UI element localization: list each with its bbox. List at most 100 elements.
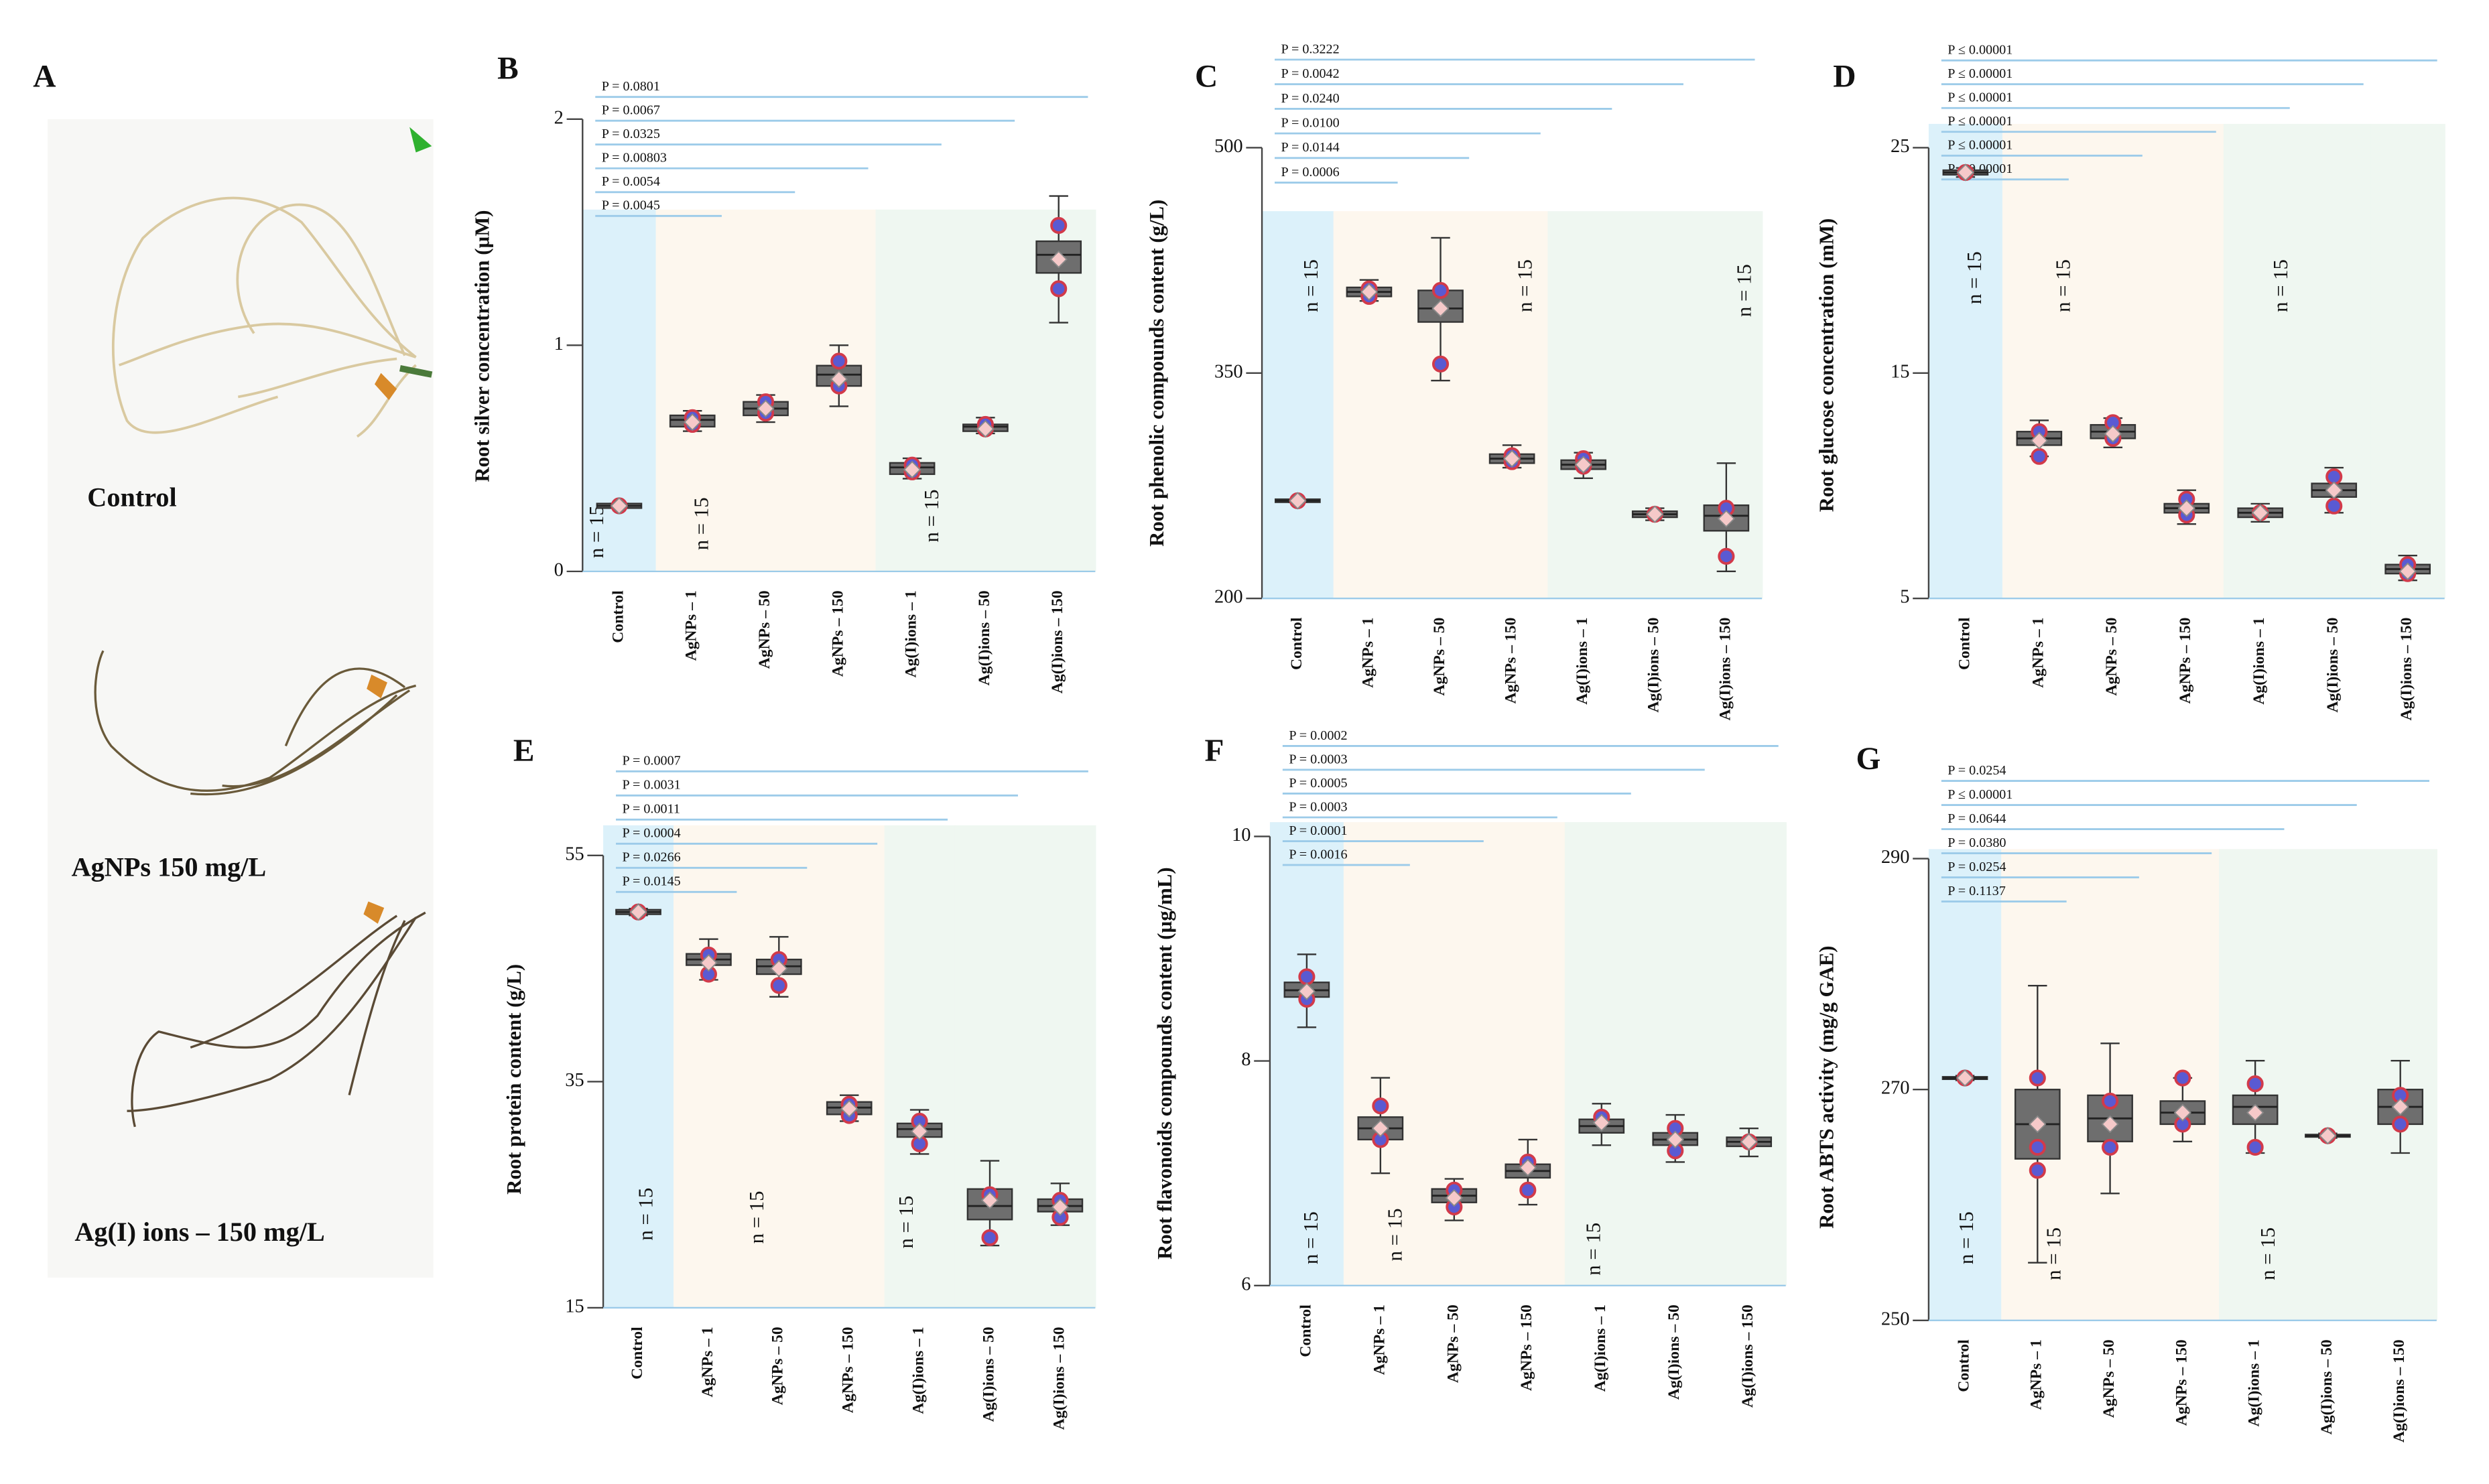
data-point bbox=[2246, 1138, 2264, 1156]
x-tick-label: AgNPs – 150 bbox=[2177, 618, 2194, 704]
sample-size-label: n = 15 bbox=[745, 1191, 768, 1243]
category-region bbox=[814, 825, 885, 1308]
p-value-label: P = 0.0042 bbox=[1281, 66, 1339, 81]
leaf bbox=[409, 127, 432, 153]
mean-marker bbox=[1431, 299, 1450, 318]
x-tick-label: Ag(I)ions – 1 bbox=[1592, 1304, 1609, 1392]
mean-marker bbox=[1666, 1130, 1684, 1149]
panel-letter: C bbox=[1195, 59, 1218, 94]
mean-marker bbox=[2173, 1103, 2192, 1122]
x-tick-label: Ag(I)ions – 50 bbox=[1665, 1304, 1683, 1400]
x-tick-label: Ag(I)ions – 50 bbox=[980, 1327, 997, 1422]
box-group bbox=[1037, 1183, 1084, 1226]
box-group bbox=[2016, 419, 2063, 465]
box-group bbox=[1941, 1069, 1988, 1087]
box-group bbox=[1505, 1138, 1551, 1206]
category-region bbox=[1333, 211, 1406, 599]
p-value-label: P ≤ 0.00001 bbox=[1948, 787, 2013, 802]
mean-marker bbox=[2029, 1115, 2047, 1134]
box-group bbox=[1726, 1127, 1773, 1158]
box-group bbox=[1035, 195, 1082, 324]
p-value-label: P = 0.1137 bbox=[1948, 884, 2005, 898]
mean-marker bbox=[1049, 250, 1068, 269]
p-value-label: P ≤ 0.00001 bbox=[1948, 114, 2013, 129]
x-tick-label: AgNPs – 50 bbox=[1444, 1304, 1462, 1383]
category-region bbox=[1712, 822, 1787, 1286]
y-tick-label: 8 bbox=[1241, 1049, 1251, 1070]
box-group bbox=[2311, 466, 2358, 515]
p-value-label: P = 0.0006 bbox=[1281, 165, 1339, 180]
p-value-label: P = 0.0003 bbox=[1289, 799, 1347, 814]
x-tick-label: Ag(I)ions – 50 bbox=[976, 590, 993, 685]
x-tick-label: Ag(I)ions – 150 bbox=[1716, 618, 1734, 721]
y-tick-label: 290 bbox=[1881, 847, 1910, 868]
category-region bbox=[1262, 211, 1334, 599]
x-tick-label: AgNPs – 1 bbox=[1359, 618, 1377, 688]
p-value-label: P = 0.0144 bbox=[1281, 140, 1339, 155]
box-group bbox=[2237, 502, 2284, 523]
category-region bbox=[2370, 123, 2445, 599]
data-point bbox=[830, 352, 848, 370]
x-tick-label: AgNPs – 50 bbox=[1431, 618, 1448, 696]
category-region bbox=[1618, 211, 1692, 599]
mean-marker bbox=[757, 399, 775, 418]
mean-marker bbox=[910, 1122, 929, 1140]
x-tick-label: Control bbox=[629, 1327, 646, 1379]
data-point bbox=[2031, 448, 2048, 465]
sample-size-label: n = 15 bbox=[1383, 1208, 1406, 1261]
p-value-label: P = 0.0067 bbox=[602, 103, 660, 118]
box-group bbox=[1417, 237, 1464, 382]
p-value-label: P = 0.3222 bbox=[1281, 42, 1339, 56]
sample-size-label: n = 15 bbox=[1299, 259, 1322, 312]
x-tick-label: Control bbox=[1955, 1339, 1972, 1392]
sample-size-label: n = 15 bbox=[690, 497, 712, 550]
box-group bbox=[1488, 444, 1535, 470]
data-point bbox=[2174, 1069, 2191, 1087]
mean-marker bbox=[1574, 456, 1592, 474]
stem bbox=[363, 901, 385, 924]
y-tick-label: 250 bbox=[1881, 1308, 1910, 1329]
p-value-label: P = 0.0145 bbox=[623, 874, 681, 889]
category-region bbox=[2002, 123, 2078, 599]
x-tick-label: Ag(I)ions – 50 bbox=[2318, 1339, 2336, 1434]
box-group bbox=[755, 936, 802, 998]
x-tick-label: Control bbox=[1288, 617, 1305, 670]
x-tick-label: AgNPs – 50 bbox=[756, 590, 773, 669]
category-region bbox=[875, 209, 950, 571]
y-tick-label: 55 bbox=[565, 844, 584, 864]
data-point bbox=[2102, 1092, 2119, 1110]
box-group bbox=[2087, 1042, 2133, 1195]
category-region bbox=[743, 825, 815, 1308]
box-group bbox=[816, 344, 863, 407]
data-point bbox=[1050, 280, 1068, 297]
p-value-label: P = 0.0254 bbox=[1948, 763, 2006, 778]
x-tick-label: Control bbox=[609, 590, 627, 643]
x-tick-label: AgNPs – 150 bbox=[1503, 618, 1520, 704]
panel-letter: D bbox=[1833, 59, 1856, 94]
box-group bbox=[2232, 1059, 2279, 1156]
y-tick-label: 2 bbox=[554, 107, 564, 128]
y-axis-label: Root phenolic compounds content (g/L) bbox=[1145, 200, 1168, 547]
p-value-label: P = 0.0004 bbox=[623, 826, 681, 841]
box-group bbox=[1346, 279, 1393, 305]
category-region bbox=[2297, 123, 2372, 599]
mean-marker bbox=[2251, 504, 2269, 522]
mean-marker bbox=[1371, 1119, 1390, 1138]
mean-marker bbox=[840, 1099, 858, 1118]
y-axis-label: Root ABTS activity (mg/g GAE) bbox=[1815, 945, 1838, 1228]
p-value-label: P = 0.0016 bbox=[1289, 847, 1347, 862]
photo-background bbox=[48, 119, 434, 1278]
x-tick-label: Ag(I)ions – 150 bbox=[1739, 1304, 1757, 1408]
box-group bbox=[966, 1160, 1013, 1247]
mean-marker bbox=[610, 496, 629, 515]
mean-marker bbox=[1445, 1189, 1464, 1207]
data-point bbox=[1519, 1181, 1537, 1199]
data-point bbox=[1718, 547, 1735, 565]
box-group bbox=[1942, 163, 1989, 182]
category-region bbox=[2291, 849, 2365, 1321]
x-tick-label: Ag(I)ions – 1 bbox=[2246, 1339, 2263, 1426]
category-region bbox=[2223, 123, 2298, 599]
ag-ion-roots bbox=[127, 911, 426, 1128]
photo-caption: Control bbox=[87, 482, 176, 513]
